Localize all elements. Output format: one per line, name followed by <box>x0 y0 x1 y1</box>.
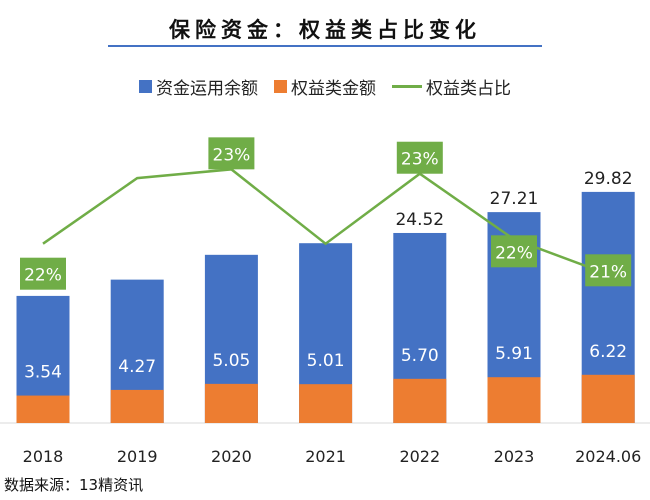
x-tick-label: 2021 <box>305 447 346 466</box>
x-tick-label: 2023 <box>494 447 535 466</box>
data-label-ratio: 21% <box>589 262 627 282</box>
data-label-ratio-box <box>20 257 66 290</box>
chart-title: 保险资金：权益类占比变化 <box>169 18 481 42</box>
legend-line <box>392 85 422 88</box>
legend-label: 权益类金额 <box>291 79 376 99</box>
data-label-ratio-box <box>585 254 632 287</box>
data-label-balance: 29.82 <box>584 169 633 189</box>
data-label-ratio-box <box>491 235 537 268</box>
bar-equity <box>581 374 635 423</box>
legend: 资金运用余额 权益类金额 权益类占比 <box>0 74 650 99</box>
data-label-equity: 5.01 <box>307 351 345 371</box>
data-label-equity: 5.91 <box>495 344 533 364</box>
x-tick-label: 2018 <box>23 447 64 466</box>
data-label-ratio-box <box>208 137 255 170</box>
title-underline <box>108 45 542 47</box>
bar-equity <box>487 377 541 423</box>
data-label-equity: 5.05 <box>212 351 250 371</box>
legend-swatch <box>274 80 287 93</box>
x-tick-label: 2020 <box>211 447 252 466</box>
legend-item-ratio: 权益类占比 <box>392 74 511 99</box>
data-label-equity: 5.70 <box>401 346 439 366</box>
data-label-ratio: 22% <box>24 266 62 286</box>
x-tick-label: 2022 <box>399 447 440 466</box>
data-label-equity: 4.27 <box>118 357 156 377</box>
legend-label: 权益类占比 <box>426 79 511 99</box>
data-label-equity: 6.22 <box>589 342 627 362</box>
data-label-ratio: 23% <box>213 145 251 165</box>
x-tick-label: 2024.06 <box>575 447 641 466</box>
legend-item-equity: 权益类金额 <box>274 74 376 99</box>
x-tick-label: 2019 <box>117 447 158 466</box>
bar-equity <box>110 389 164 423</box>
bar-equity <box>16 395 70 423</box>
data-label-equity: 3.54 <box>24 363 62 383</box>
legend-label: 资金运用余额 <box>156 79 258 99</box>
legend-swatch <box>139 80 152 93</box>
data-label-ratio-box <box>396 141 443 174</box>
legend-item-balance: 资金运用余额 <box>139 74 258 99</box>
bar-equity <box>204 383 258 423</box>
source-note: 数据来源：13精资讯 <box>4 476 144 494</box>
data-label-balance: 27.21 <box>490 189 539 209</box>
data-label-balance: 24.52 <box>395 210 444 230</box>
data-label-ratio: 22% <box>495 243 533 263</box>
bar-equity <box>393 378 447 423</box>
data-label-ratio: 23% <box>401 150 439 170</box>
bar-equity <box>299 384 353 423</box>
